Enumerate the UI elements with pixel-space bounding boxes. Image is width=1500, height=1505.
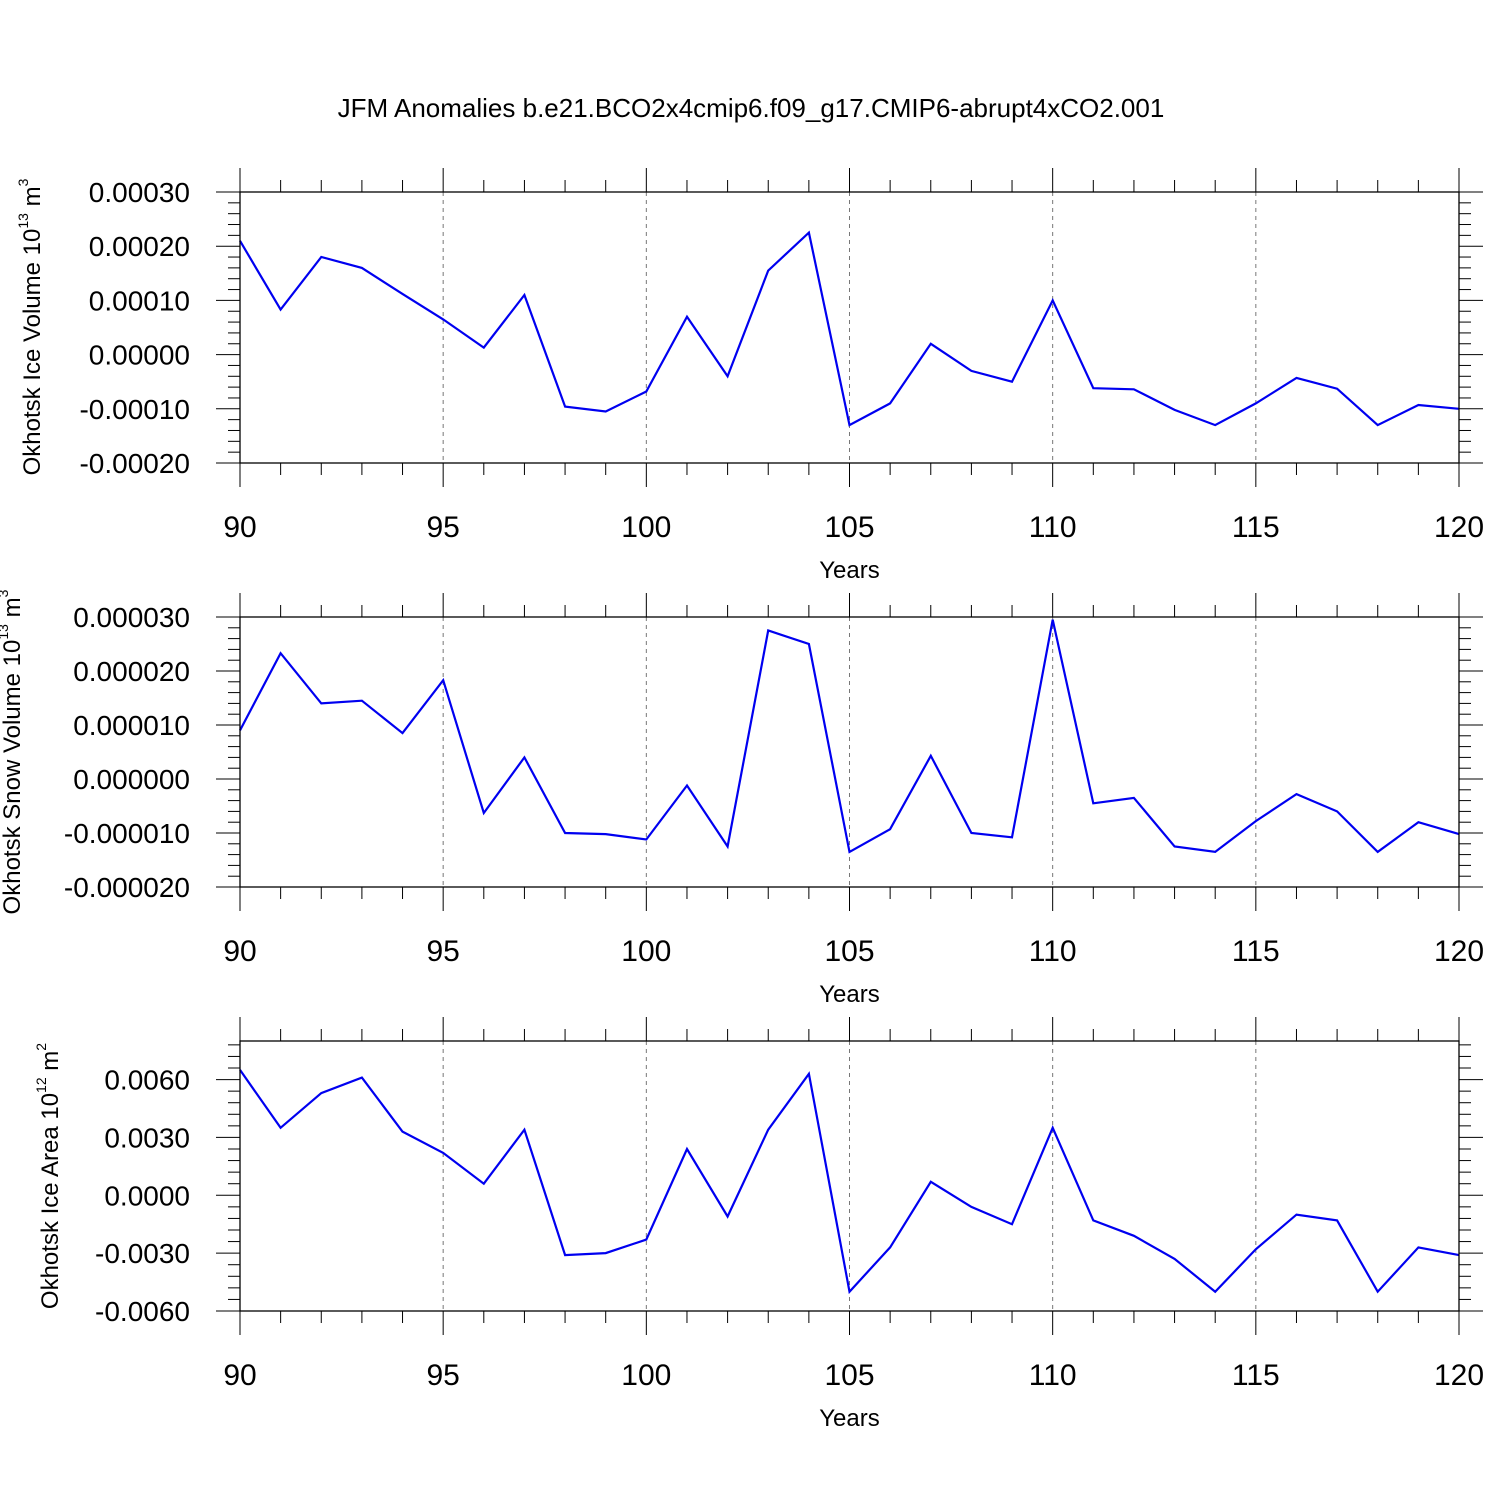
x-tick-label: 110 (1029, 511, 1077, 544)
x-tick-label: 100 (621, 1359, 671, 1392)
x-tick-label: 110 (1029, 935, 1077, 968)
x-tick-label: 90 (223, 1359, 256, 1392)
x-tick-label: 105 (824, 935, 874, 968)
x-axis-label: Years (819, 557, 880, 584)
x-tick-label: 120 (1434, 1359, 1484, 1392)
x-tick-label: 120 (1434, 935, 1484, 968)
series-line (239, 230, 1460, 427)
y-axis-label: Okhotsk Snow Volume 1013 m3 (0, 589, 26, 914)
x-tick-label: 105 (824, 511, 874, 544)
y-tick-label: 0.0030 (104, 1122, 190, 1153)
x-tick-label: 95 (426, 511, 459, 544)
y-axis-label: Okhotsk Ice Volume 1013 m3 (15, 178, 46, 475)
chart-panel-bottom: -0.0060 -0.0030 0.0000 0.0030 0.0060 90 95 100 1… (33, 1017, 1484, 1432)
y-tick-label: -0.000010 (64, 818, 190, 849)
x-tick-label: 110 (1029, 1359, 1077, 1392)
x-axis-label: Years (819, 981, 880, 1008)
y-tick-label: 0.0000 (104, 1180, 190, 1211)
x-axis-label: Years (819, 1405, 880, 1432)
chart-title: JFM Anomalies b.e21.BCO2x4cmip6.f09_g17.… (338, 93, 1165, 123)
chart-panel-middle: -0.000020 -0.000010 0.000000 0.000010 0.0000… (0, 589, 1484, 1008)
y-tick-label: 0.000010 (73, 710, 190, 741)
y-tick-label: 0.000000 (73, 764, 190, 795)
x-tick-label: 90 (223, 935, 256, 968)
y-tick-label: 0.000030 (73, 602, 190, 633)
y-tick-label: 0.000020 (73, 656, 190, 687)
series-line (239, 619, 1460, 854)
x-tick-label: 100 (621, 511, 671, 544)
y-tick-label: 0.00010 (89, 285, 190, 316)
y-tick-label: -0.00020 (79, 448, 190, 479)
x-tick-label: 95 (426, 1359, 459, 1392)
x-tick-label: 105 (824, 1359, 874, 1392)
y-tick-label: 0.00000 (89, 340, 190, 371)
chart-panel-top: -0.00020 -0.00010 0.00000 0.00010 0.00020 0.0… (15, 168, 1484, 584)
x-tick-label: 120 (1434, 511, 1484, 544)
plot-frame (239, 191, 1460, 464)
y-tick-label: -0.000020 (64, 872, 190, 903)
plot-frame (239, 616, 1460, 888)
x-tick-label: 115 (1232, 511, 1280, 544)
y-tick-label: -0.0060 (95, 1296, 190, 1327)
x-tick-label: 115 (1232, 1359, 1280, 1392)
y-tick-label: 0.00020 (89, 231, 190, 262)
y-tick-label: 0.00030 (89, 177, 190, 208)
y-tick-label: 0.0060 (104, 1065, 190, 1096)
plot-frame (239, 1040, 1460, 1312)
x-tick-label: 100 (621, 935, 671, 968)
x-tick-label: 115 (1232, 935, 1280, 968)
series-line (239, 1069, 1460, 1295)
y-axis-label: Okhotsk Ice Area 1012 m2 (33, 1043, 64, 1309)
x-tick-label: 90 (223, 511, 256, 544)
y-tick-label: -0.0030 (95, 1238, 190, 1269)
x-tick-label: 95 (426, 935, 459, 968)
y-tick-label: -0.00010 (79, 394, 190, 425)
